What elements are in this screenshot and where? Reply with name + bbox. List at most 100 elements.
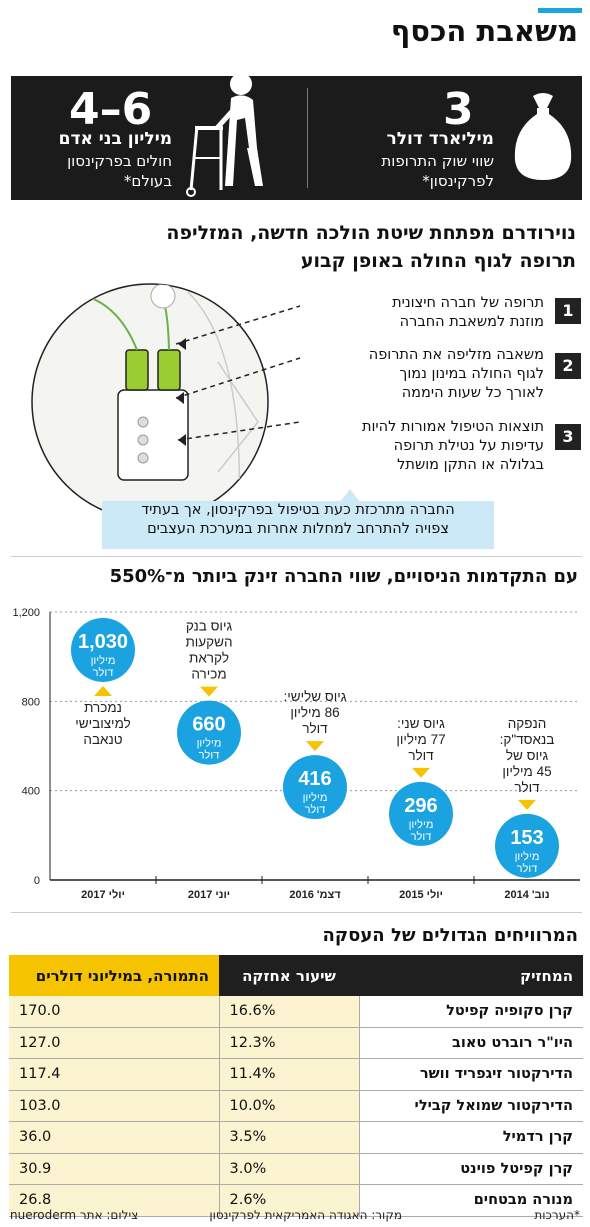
data-bubble	[71, 617, 135, 682]
step-3-number: 3	[555, 424, 581, 450]
cell-value: 127.0	[9, 1027, 219, 1059]
section-divider-2	[11, 912, 582, 913]
data-bubble	[389, 781, 453, 846]
cell-value: 26.8	[9, 1184, 219, 1217]
note-line1: החברה מתרכזת כעת בטיפול בפרקינסון, אך בע…	[141, 502, 455, 518]
note-box: החברה מתרכזת כעת בטיפול בפרקינסון, אך בע…	[102, 501, 494, 549]
data-unit-label: דולר	[305, 803, 326, 816]
data-unit-label: מיליון	[515, 850, 540, 863]
data-unit-label: מיליון	[91, 654, 116, 667]
data-value-label: 153	[510, 827, 543, 849]
cell-pct: 16.6%	[218, 996, 360, 1028]
cell-pct: 10.0%	[218, 1090, 360, 1122]
step-1-line1: תרופה של חברה חיצונית	[392, 295, 544, 311]
patients-sub1: חולים בפרקינסון	[67, 152, 172, 170]
table-title: המרוויחים הגדולים של העסקה	[322, 925, 578, 946]
header-holder: המחזיק	[359, 955, 583, 996]
data-bubble	[495, 813, 559, 878]
annotation-text: לקראת	[189, 651, 229, 666]
footer-note: *הערכות	[534, 1208, 580, 1222]
data-value-label: 416	[298, 768, 331, 790]
elderly-walker-icon	[186, 73, 263, 197]
market-sub1: שווי שוק התרופות	[381, 152, 494, 170]
step-1-line2: מוזנת למשאבת החברה	[399, 313, 544, 330]
data-bubble	[177, 700, 241, 765]
table-row: 117.4 11.4% הדירקטור זיגפריד וושר	[9, 1058, 583, 1091]
annotation-marker	[200, 686, 218, 697]
annotation-text: הנפקה	[508, 716, 547, 731]
step-2-number: 2	[555, 353, 581, 379]
data-bubble	[283, 755, 347, 820]
annotation-text: גיוס בנק	[186, 619, 233, 634]
step-3-line2: עדיפות על נטילת תרופה	[393, 437, 544, 454]
process-title-line2: תרופה לגוף החולה באופן קבוע	[300, 249, 576, 272]
cell-value: 30.9	[9, 1153, 219, 1185]
table-row: 127.0 12.3% היו"ר רוברט טאוב	[9, 1027, 583, 1059]
step-3-line1: תוצאות הטיפול אמורות להיות	[361, 419, 544, 435]
table-header-row: התמורה, במיליוני דולרים שיעור אחזקה המחז…	[9, 955, 583, 996]
data-unit-label: מיליון	[303, 791, 328, 804]
step-2-line3: לאורך כל שעות היממה	[401, 384, 544, 401]
annotation-marker	[518, 799, 536, 810]
data-value-label: 296	[404, 795, 437, 817]
x-tick-label: יולי 2015	[399, 888, 443, 901]
data-unit-label: מיליון	[197, 737, 222, 750]
patients-label: מיליון בני אדם	[58, 129, 172, 149]
cell-pct: 2.6%	[218, 1184, 360, 1217]
annotation-text: למיצובישי	[75, 716, 130, 731]
stats-banner: 3 מיליארד דולר שווי שוק התרופות לפרקינסו…	[11, 73, 582, 200]
y-tick-label: 0	[34, 875, 40, 887]
step-2-line1: משאבה מזליפה את התרופה	[368, 347, 544, 363]
patients-sub2: בעולם*	[123, 172, 172, 190]
cell-pct: 11.4%	[218, 1058, 360, 1091]
annotation-text: השקעות	[185, 635, 232, 650]
y-tick-label: 400	[22, 786, 40, 798]
step-2-line2: לגוף החולה במינון נמוך	[399, 365, 544, 382]
market-number: 3	[443, 84, 474, 135]
market-label: מיליארד דולר	[386, 129, 494, 149]
footer-credit: צילום: אתר nueroderm	[10, 1208, 139, 1222]
step-2-text: משאבה מזליפה את התרופה לגוף החולה במינון…	[369, 346, 544, 403]
annotation-text: בנאסד"ק:	[500, 732, 555, 747]
annotation-text: גיוס שני:	[397, 716, 445, 731]
chart-title: עם התקדמות הניסויים, שווי החברה זינק ביו…	[109, 566, 578, 587]
step-3-line3: בגלולה או התקן מושתל	[397, 456, 544, 473]
pump-illustration	[31, 283, 301, 512]
cell-holder: הדירקטור שמואל קבילי	[359, 1090, 583, 1122]
page-title: משאבת הכסף	[390, 14, 578, 48]
annotation-text: דולר	[408, 748, 434, 763]
table-row: 36.0 3.5% קרן רדמיל	[9, 1121, 583, 1154]
process-title-line1: נוירודרם מפתחת שיטת הולכה חדשה, המזליפה	[166, 222, 576, 244]
cell-holder: היו"ר רוברט טאוב	[359, 1027, 583, 1059]
market-sub2: לפרקינסון*	[422, 172, 494, 190]
annotation-marker	[306, 741, 324, 752]
step-3-text: תוצאות הטיפול אמורות להיות עדיפות על נטי…	[362, 418, 544, 475]
stats-divider	[307, 88, 308, 188]
cell-holder: הדירקטור זיגפריד וושר	[359, 1058, 583, 1091]
beneficiaries-table: התמורה, במיליוני דולרים שיעור אחזקה המחז…	[9, 955, 583, 1217]
money-bag-icon	[514, 93, 572, 180]
valuation-chart: 0 400 800 1,200 נוב' 2014 יולי 2015 דצמ' 2016 י…	[12, 607, 580, 901]
annotation-text: מכירה	[191, 667, 226, 682]
cell-pct: 3.5%	[218, 1121, 360, 1154]
data-unit-label: מיליון	[409, 818, 434, 831]
table-row: 103.0 10.0% הדירקטור שמואל קבילי	[9, 1090, 583, 1122]
data-value-label: 660	[192, 714, 225, 736]
x-tick-label: דצמ' 2016	[289, 889, 341, 901]
table-row: 26.8 2.6% מנורה מבטחים	[9, 1184, 583, 1217]
annotation-text: טנאבה	[83, 732, 122, 747]
x-tick-label: נוב' 2014	[504, 889, 549, 901]
cell-value: 103.0	[9, 1090, 219, 1122]
cell-holder: מנורה מבטחים	[359, 1184, 583, 1217]
data-unit-label: דולר	[411, 830, 432, 843]
y-tick-label: 800	[22, 696, 40, 708]
annotation-marker	[412, 767, 430, 778]
annotation-text: גיוס שלישי:	[284, 689, 347, 704]
header-pct: שיעור אחזקה	[219, 955, 359, 996]
process-title: נוירודרם מפתחת שיטת הולכה חדשה, המזליפה …	[26, 220, 576, 275]
data-value-label: 1,030	[78, 631, 128, 653]
data-unit-label: דולר	[93, 666, 114, 679]
footer-source: מקור: האגודה האמריקאית לפרקינסון	[209, 1208, 402, 1222]
cell-value: 117.4	[9, 1058, 219, 1091]
annotation-text: דולר	[514, 780, 540, 795]
